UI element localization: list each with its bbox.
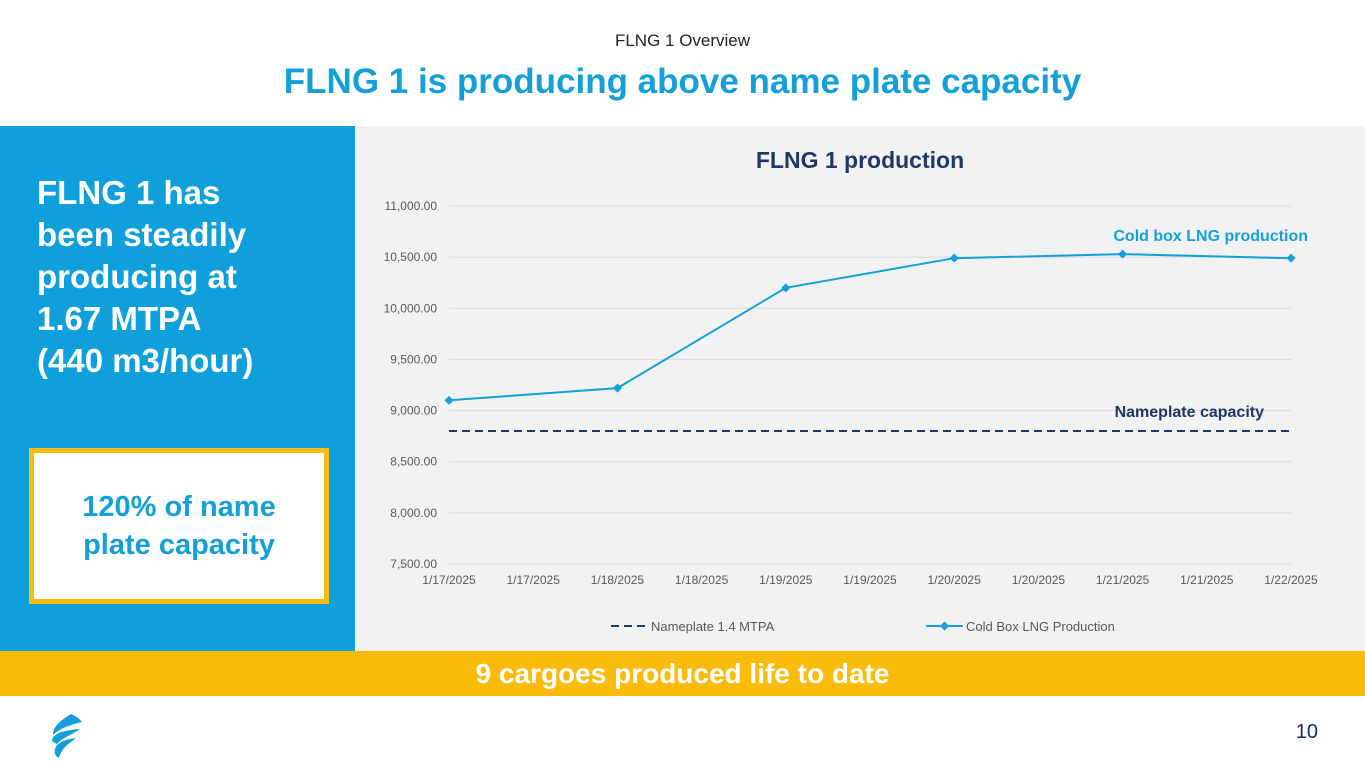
summary-line: (440 m3/hour) [37, 342, 254, 379]
y-tick-label: 7,500.00 [390, 557, 437, 571]
x-tick-label: 1/17/2025 [507, 573, 561, 587]
gridlines [449, 205, 1291, 565]
series-line [448, 253, 1292, 402]
summary-line: producing at [37, 258, 237, 295]
chart-title: FLNG 1 production [756, 147, 964, 173]
annotation-cold-box: Cold box LNG production [1113, 228, 1308, 245]
data-point [1118, 249, 1128, 259]
x-tick-label: 1/17/2025 [422, 573, 476, 587]
banner-text: 9 cargoes produced life to date [475, 657, 890, 689]
x-tick-label: 1/19/2025 [843, 573, 897, 587]
slide-title: FLNG 1 is producing above name plate cap… [283, 62, 1082, 101]
chart-panel: FLNG 1 production 7,500.00 8,000.00 8,500.… [355, 126, 1365, 651]
x-tick-label: 1/18/2025 [675, 573, 729, 587]
callout-line: 120% of name [82, 491, 276, 523]
data-point [949, 253, 959, 263]
x-tick-label: 1/21/2025 [1096, 573, 1150, 587]
x-tick-label: 1/19/2025 [759, 573, 813, 587]
flame-logo-icon [52, 714, 82, 758]
y-tick-label: 9,000.00 [390, 404, 437, 418]
annotation-nameplate: Nameplate capacity [1115, 404, 1265, 421]
summary-line: 1.67 MTPA [37, 300, 202, 337]
legend-production-marker [940, 621, 949, 631]
summary-line: FLNG 1 has [37, 174, 221, 211]
y-tick-label: 8,500.00 [390, 455, 437, 469]
legend-production-label: Cold Box LNG Production [966, 619, 1115, 634]
data-point [781, 283, 791, 293]
x-tick-label: 1/22/2025 [1264, 573, 1318, 587]
series-layer [444, 249, 1296, 432]
x-tick-label: 1/20/2025 [1012, 573, 1066, 587]
y-tick-label: 10,500.00 [384, 250, 438, 264]
legend-nameplate-label: Nameplate 1.4 MTPA [651, 619, 775, 634]
data-point [444, 395, 454, 405]
callout-line: plate capacity [83, 529, 275, 561]
legend: Nameplate 1.4 MTPA Cold Box LNG Producti… [611, 619, 1115, 634]
y-tick-label: 10,000.00 [384, 301, 438, 315]
production-chart: FLNG 1 production 7,500.00 8,000.00 8,500.… [384, 147, 1318, 634]
y-tick-label: 9,500.00 [390, 352, 437, 366]
page-number: 10 [1295, 721, 1318, 743]
summary-text: FLNG 1 has been steadily producing at 1.… [37, 172, 347, 382]
x-tick-label: 1/18/2025 [591, 573, 645, 587]
x-axis-ticks: 1/17/2025 1/17/2025 1/18/2025 1/18/2025 1/19… [422, 573, 1318, 587]
cargo-banner: 9 cargoes produced life to date [0, 651, 1365, 696]
summary-panel: FLNG 1 has been steadily producing at 1.… [0, 126, 355, 651]
x-tick-label: 1/20/2025 [928, 573, 982, 587]
capacity-callout: 120% of name plate capacity [29, 448, 329, 604]
y-tick-label: 8,000.00 [390, 506, 437, 520]
y-tick-label: 11,000.00 [385, 199, 438, 213]
x-tick-label: 1/21/2025 [1180, 573, 1234, 587]
y-axis-ticks: 7,500.00 8,000.00 8,500.00 9,000.00 9,500.00… [384, 199, 438, 571]
data-point [612, 383, 622, 393]
data-point [1286, 253, 1296, 263]
slide-subtitle: FLNG 1 Overview [614, 31, 751, 50]
summary-line: been steadily [37, 216, 247, 253]
